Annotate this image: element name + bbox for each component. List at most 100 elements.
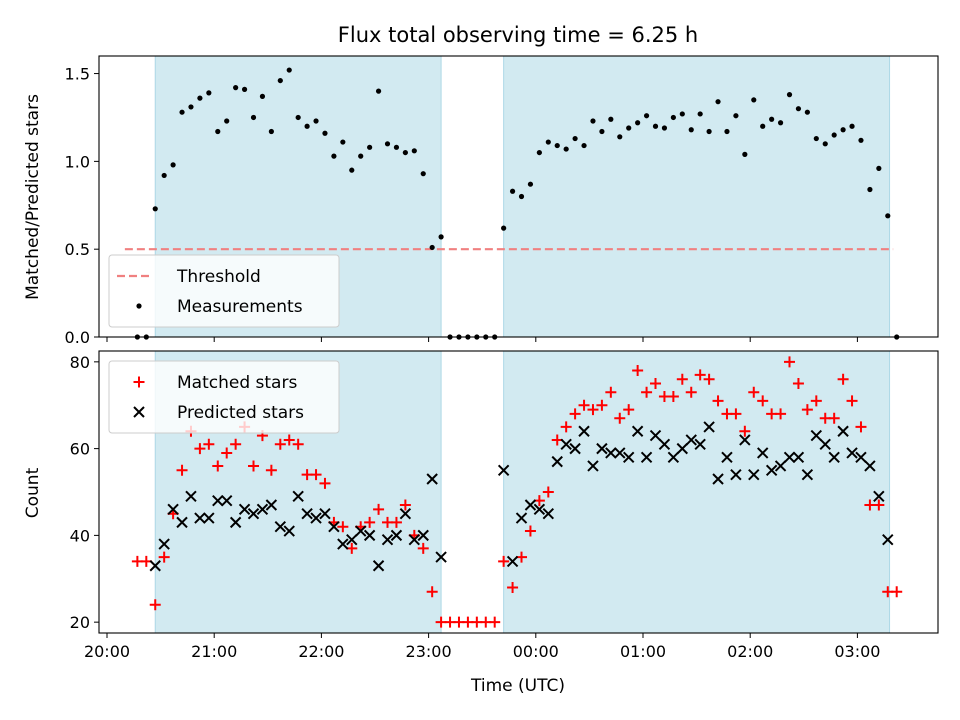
measurement-point bbox=[358, 153, 364, 159]
predicted-star-point bbox=[274, 521, 287, 533]
measurement-point bbox=[411, 148, 417, 154]
measurement-point bbox=[822, 141, 828, 147]
chart-title: Flux total observing time = 6.25 h bbox=[338, 23, 698, 47]
matched-star-point bbox=[712, 395, 724, 407]
matched-star-point bbox=[891, 586, 903, 598]
predicted-star-point bbox=[372, 560, 385, 572]
predicted-star-point bbox=[149, 560, 161, 572]
matched-star-point bbox=[784, 356, 796, 368]
legend-label: Threshold bbox=[176, 267, 261, 287]
matched-star-point bbox=[828, 412, 840, 424]
measurement-point bbox=[715, 99, 721, 105]
matched-star-point bbox=[265, 464, 277, 476]
predicted-star-point bbox=[212, 494, 224, 507]
measurement-point bbox=[849, 123, 855, 129]
matched-star-point bbox=[641, 386, 653, 398]
predicted-star-point bbox=[229, 516, 242, 529]
matched-star-point bbox=[596, 399, 608, 411]
x-tick-label: 20:00 bbox=[84, 642, 130, 661]
predicted-star-point bbox=[533, 503, 546, 516]
matched-star-point bbox=[748, 386, 760, 398]
legend-label: Measurements bbox=[177, 297, 303, 317]
measurement-point bbox=[241, 86, 248, 92]
predicted-star-point bbox=[194, 512, 206, 524]
matched-star-point bbox=[605, 386, 617, 398]
measurement-point bbox=[340, 139, 346, 145]
predicted-star-point bbox=[614, 447, 626, 459]
measurement-point bbox=[393, 144, 400, 150]
top-panel: 0.0 0.5 1.0 1.5 Threshold Measurements bbox=[65, 55, 939, 347]
measurement-point bbox=[277, 77, 283, 84]
predicted-star-point bbox=[873, 490, 885, 503]
matched-star-point bbox=[873, 499, 885, 511]
measurement-point bbox=[831, 132, 837, 138]
predicted-star-point bbox=[578, 425, 590, 437]
predicted-star-point bbox=[542, 507, 555, 520]
predicted-star-point bbox=[319, 507, 331, 520]
measurement-point bbox=[581, 142, 587, 149]
measurement-point bbox=[197, 95, 203, 101]
measurement-point bbox=[777, 120, 784, 126]
matched-star-point bbox=[703, 373, 715, 385]
predicted-star-point bbox=[399, 507, 412, 520]
predicted-star-point bbox=[435, 551, 447, 563]
measurement-point bbox=[652, 123, 659, 129]
predicted-star-point bbox=[247, 507, 260, 520]
predicted-star-point bbox=[676, 442, 689, 455]
matched-star-point bbox=[221, 447, 233, 459]
predicted-star-point bbox=[265, 499, 278, 511]
matched-star-point bbox=[373, 503, 385, 515]
measurement-point bbox=[179, 109, 185, 115]
measurement-point bbox=[786, 92, 793, 98]
predicted-star-point bbox=[587, 460, 599, 472]
predicted-star-point bbox=[819, 438, 831, 450]
matched-star-point bbox=[426, 586, 438, 598]
predicted-star-point bbox=[703, 421, 715, 433]
measurement-point bbox=[349, 167, 355, 173]
observing-window bbox=[503, 55, 891, 338]
measurement-point bbox=[858, 137, 864, 143]
measurement-point bbox=[215, 128, 221, 135]
predicted-star-point bbox=[524, 499, 537, 511]
matched-star-point bbox=[292, 438, 304, 450]
measurement-point bbox=[152, 206, 158, 212]
measurement-point bbox=[250, 114, 257, 121]
predicted-star-point bbox=[551, 455, 563, 468]
matched-star-point bbox=[248, 460, 260, 472]
bottom-y-axis-label: Count bbox=[23, 467, 43, 518]
predicted-star-point bbox=[721, 451, 733, 463]
matched-star-point bbox=[283, 434, 295, 446]
predicted-star-point bbox=[238, 503, 251, 516]
x-axis-label: Time (UTC) bbox=[470, 676, 565, 696]
matched-star-point bbox=[739, 425, 751, 437]
matched-star-point bbox=[685, 386, 697, 398]
measurement-point bbox=[509, 188, 516, 194]
matched-star-point bbox=[364, 516, 376, 528]
matched-star-point bbox=[542, 486, 554, 498]
y-tick-label: 1.5 bbox=[65, 65, 90, 84]
measurement-point bbox=[876, 165, 882, 171]
measurement-point bbox=[206, 90, 212, 96]
x-tick-label: 23:00 bbox=[406, 642, 452, 661]
measurement-point bbox=[885, 213, 891, 219]
predicted-star-point bbox=[882, 534, 894, 546]
measurement-point bbox=[313, 118, 319, 124]
measurement-point bbox=[554, 142, 560, 149]
matched-star-point bbox=[846, 395, 858, 407]
matched-star-point bbox=[757, 395, 769, 407]
top-y-axis-label: Matched/Predicted stars bbox=[23, 94, 43, 300]
measurement-point bbox=[840, 127, 846, 133]
predicted-star-point bbox=[506, 555, 519, 568]
matched-star-point bbox=[203, 438, 215, 450]
predicted-star-point bbox=[256, 503, 269, 516]
measurement-point bbox=[590, 118, 596, 124]
matched-star-point bbox=[498, 555, 510, 567]
legend: Threshold Measurements bbox=[108, 254, 340, 328]
matched-star-point bbox=[507, 581, 519, 593]
measurement-point bbox=[679, 111, 685, 117]
measurement-point bbox=[733, 113, 739, 119]
legend-label: Matched stars bbox=[177, 373, 297, 393]
matched-star-point bbox=[694, 369, 706, 381]
predicted-star-point bbox=[596, 442, 608, 455]
measurement-point bbox=[161, 172, 167, 179]
